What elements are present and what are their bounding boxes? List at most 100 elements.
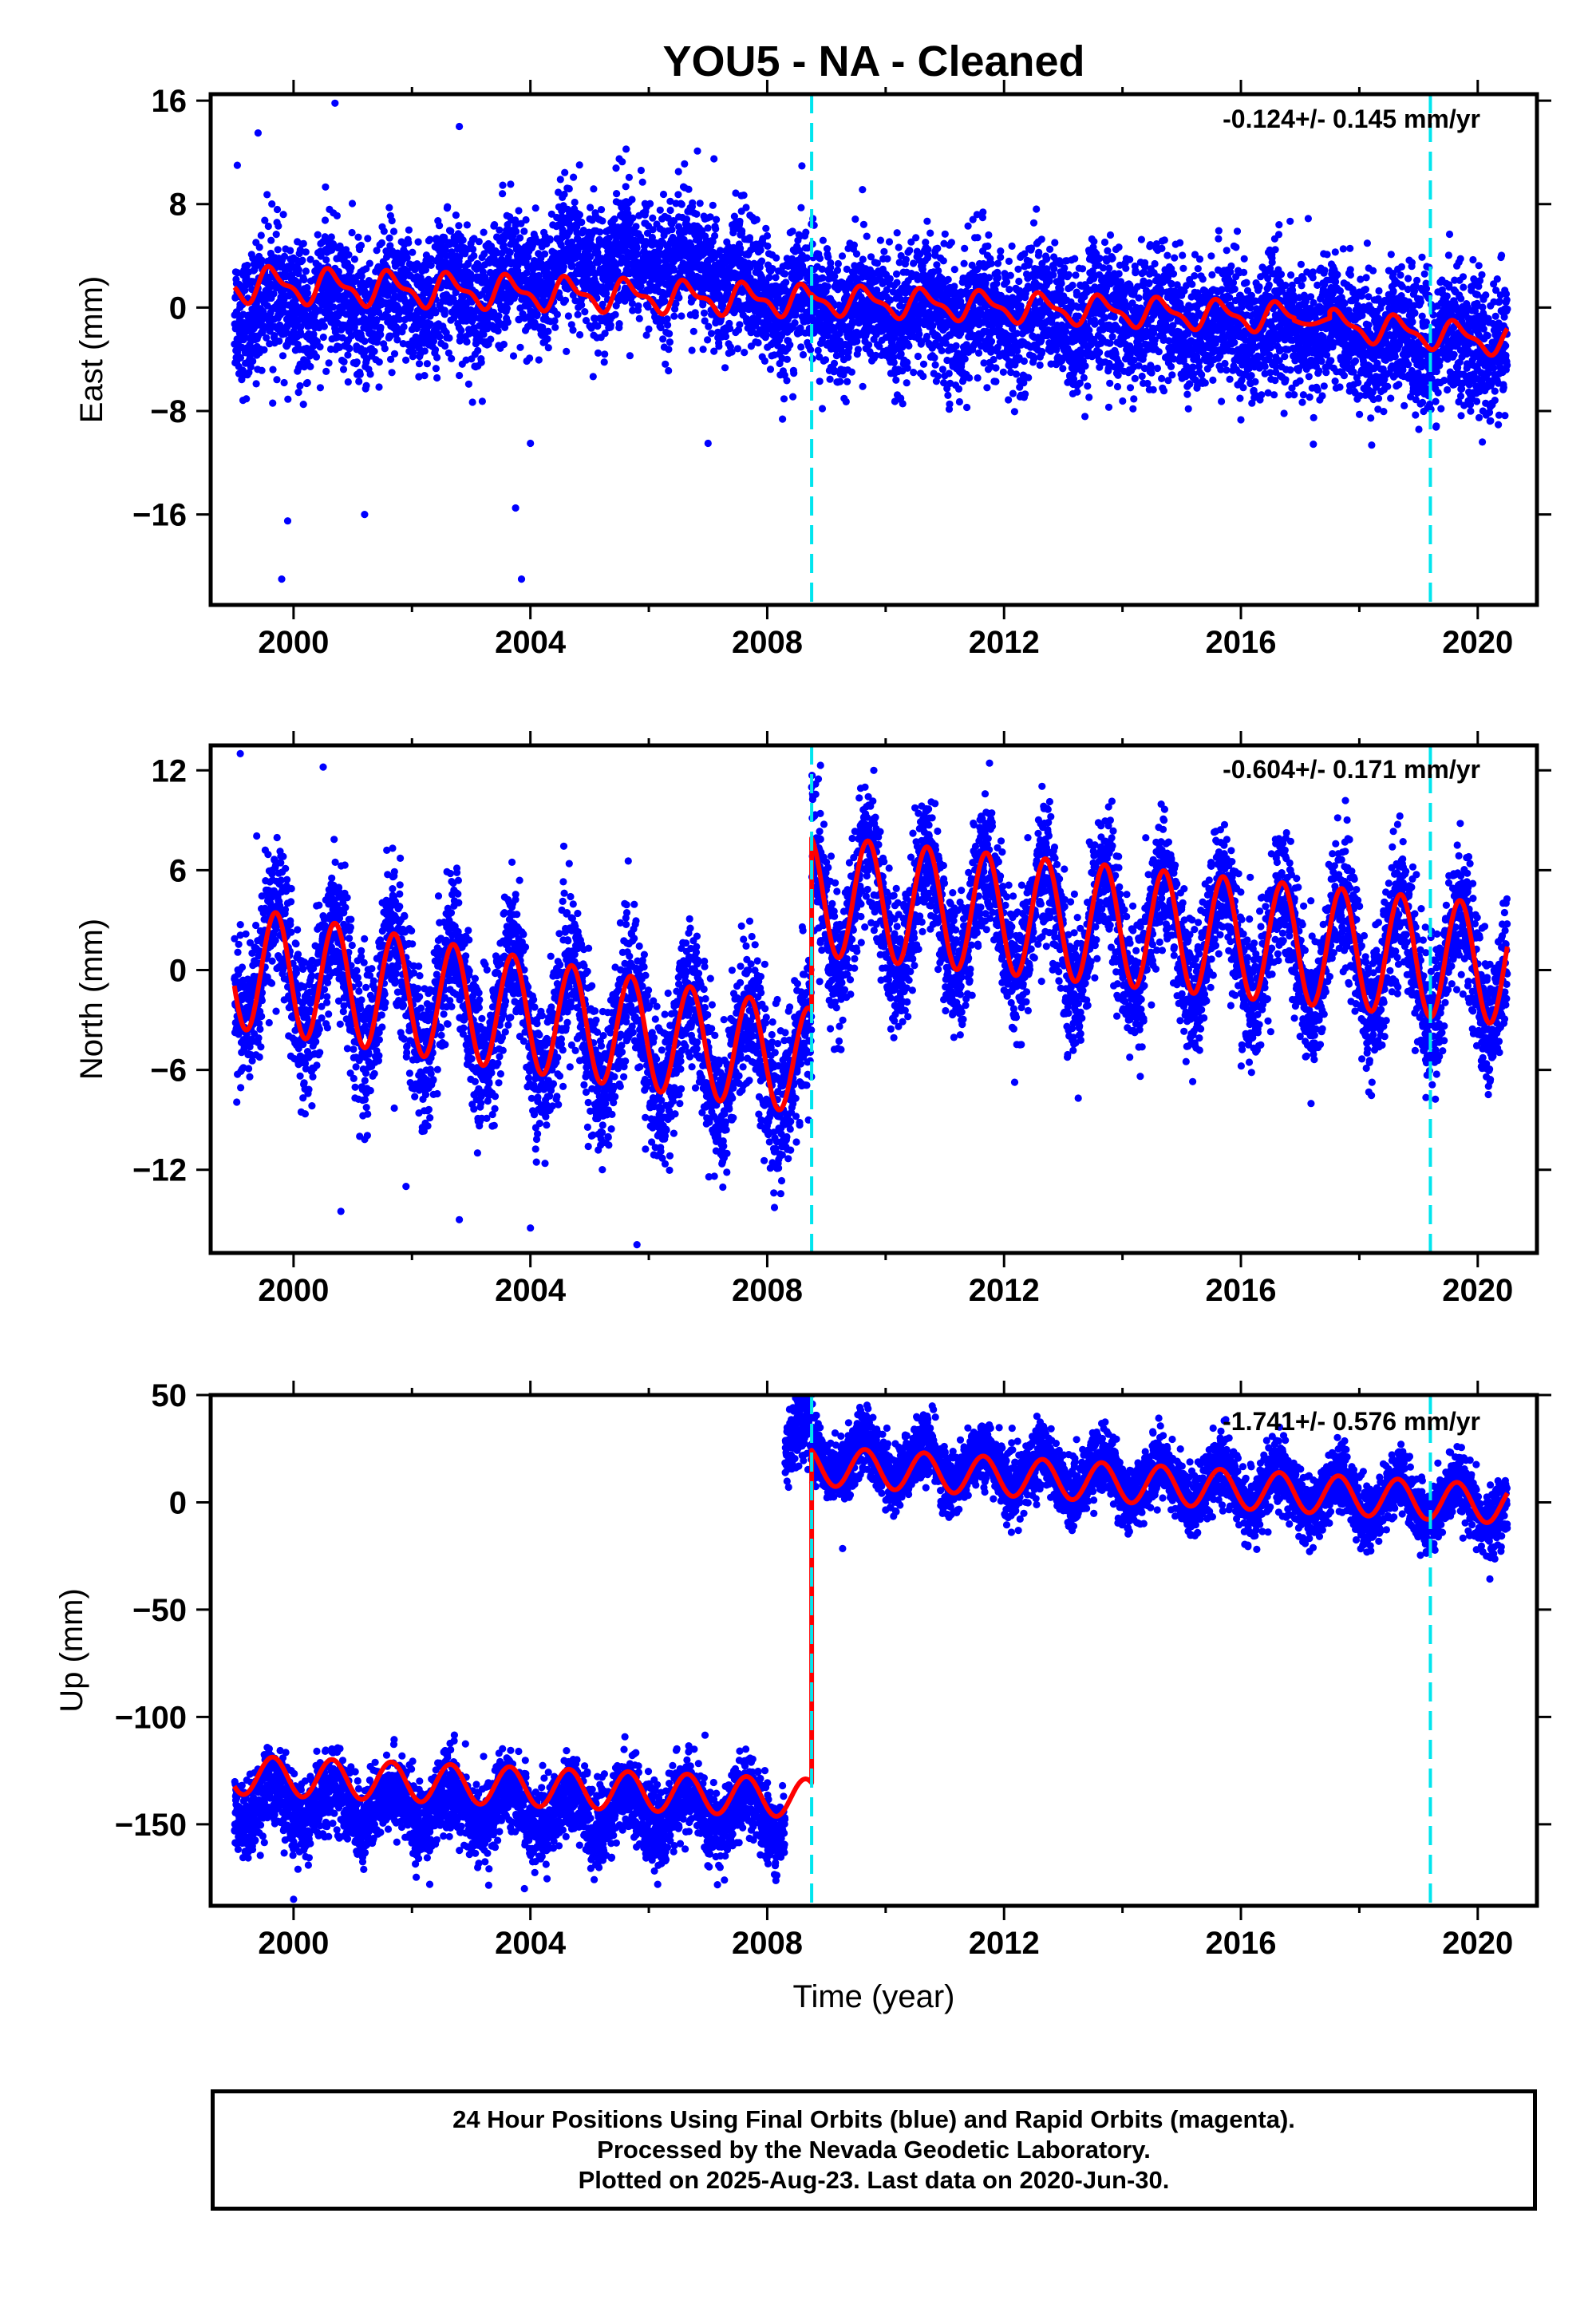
- east-obs-point: [572, 278, 580, 287]
- east-obs-point: [456, 332, 464, 340]
- east-obs-point: [924, 251, 932, 259]
- east-obs-point: [622, 145, 630, 153]
- east-obs-point: [339, 366, 348, 373]
- east-obs-point: [297, 330, 305, 339]
- east-obs-point: [598, 217, 606, 225]
- east-obs-point: [644, 303, 652, 311]
- east-obs-point: [1009, 389, 1017, 397]
- east-obs-point: [854, 346, 862, 354]
- east-obs-point: [426, 235, 434, 243]
- east-obs-point: [890, 358, 898, 366]
- east-obs-point: [635, 314, 643, 322]
- east-obs-point: [568, 262, 576, 270]
- east-obs-point: [797, 204, 805, 211]
- east-obs-point: [624, 210, 632, 218]
- east-obs-point: [436, 333, 444, 341]
- panel-east: East (mm) 2000 2004 2008 2012 2016 20201680−8…: [74, 80, 1551, 660]
- east-obs-point: [1035, 248, 1043, 256]
- east-obs-point: [380, 227, 388, 235]
- east-obs-point: [340, 358, 348, 366]
- east-obs-point: [999, 368, 1007, 376]
- east-obs-point: [883, 255, 891, 263]
- east-obs-point: [790, 370, 798, 377]
- east-obs-point: [670, 312, 678, 320]
- east-obs-point: [659, 335, 667, 343]
- east-obs-point: [994, 274, 1002, 282]
- east-x-tick-label: 2004: [495, 625, 567, 660]
- east-obs-point: [496, 226, 504, 234]
- east-obs-point: [440, 233, 448, 242]
- east-obs-point: [355, 377, 363, 385]
- east-obs-point: [507, 180, 515, 188]
- east-obs-point: [1036, 361, 1044, 370]
- east-obs-point: [596, 228, 604, 236]
- east-obs-point: [563, 347, 571, 355]
- east-obs-point: [414, 238, 422, 246]
- east-obs-point: [633, 244, 641, 252]
- east-obs-point: [393, 336, 401, 344]
- east-obs-point: [788, 227, 796, 235]
- east-obs-point: [914, 352, 922, 361]
- east-obs-point: [598, 300, 606, 308]
- east-obs-point: [432, 365, 440, 373]
- east-obs-point: [859, 382, 867, 390]
- east-obs-point: [1030, 355, 1038, 363]
- east-obs-point: [779, 415, 787, 423]
- east-obs-point: [576, 330, 584, 339]
- east-obs-point: [945, 370, 953, 377]
- east-obs-point: [657, 323, 665, 332]
- east-obs-point: [388, 369, 396, 377]
- east-obs-point: [353, 358, 361, 366]
- east-obs-point: [950, 283, 958, 290]
- east-obs-point: [691, 312, 699, 320]
- east-obs-point: [709, 201, 717, 209]
- east-obs-point: [1012, 370, 1021, 378]
- east-obs-point: [910, 369, 918, 377]
- east-obs-point: [447, 227, 455, 235]
- east-obs-point: [448, 354, 456, 362]
- east-obs-point: [569, 326, 577, 334]
- east-obs-point: [564, 312, 573, 320]
- east-obs-point: [582, 317, 591, 325]
- east-obs-point: [1008, 242, 1016, 250]
- east-obs-point: [954, 385, 963, 393]
- east-obs-point: [946, 400, 954, 408]
- east-obs-point: [885, 238, 894, 246]
- east-obs-point: [273, 376, 281, 384]
- east-obs-point: [760, 357, 769, 365]
- east-obs-point: [470, 251, 478, 260]
- east-obs-point: [1006, 271, 1014, 279]
- east-obs-point: [381, 345, 389, 353]
- east-obs-point: [526, 354, 534, 362]
- east-obs-point: [974, 234, 982, 242]
- east-obs-point: [863, 232, 871, 240]
- east-obs-point: [433, 373, 441, 382]
- east-obs-point: [974, 349, 983, 357]
- east-obs-point: [413, 306, 422, 314]
- east-obs-point: [934, 244, 942, 252]
- east-obs-point: [666, 206, 674, 215]
- east-obs-point: [665, 366, 673, 375]
- east-x-tick-label: 2000: [258, 625, 329, 660]
- east-obs-point: [415, 344, 423, 352]
- east-obs-point: [665, 346, 673, 354]
- east-obs-point: [294, 266, 302, 274]
- east-obs-point: [668, 226, 676, 234]
- east-obs-point: [966, 373, 974, 382]
- east-obs-point: [852, 250, 861, 258]
- east-obs-point: [515, 207, 523, 215]
- east-obs-point: [1005, 257, 1013, 265]
- east-obs-point: [344, 351, 352, 359]
- east-obs-point: [649, 226, 657, 234]
- east-obs-point: [847, 368, 855, 376]
- east-obs-point: [713, 215, 721, 223]
- east-obs-point: [628, 196, 636, 204]
- east-obs-point: [830, 359, 839, 367]
- east-obs-point: [880, 247, 888, 255]
- east-obs-point: [546, 236, 554, 244]
- east-obs-point: [263, 191, 271, 199]
- east-obs-point: [431, 346, 440, 354]
- east-obs-point: [520, 227, 528, 235]
- east-obs-point: [280, 378, 288, 387]
